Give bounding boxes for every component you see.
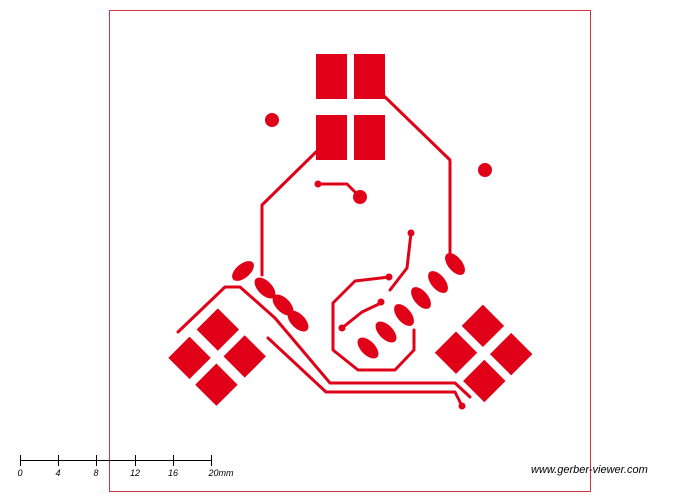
oval-pad xyxy=(411,287,431,309)
oval-pad xyxy=(272,294,294,316)
trace xyxy=(331,275,416,372)
oval-pad xyxy=(254,277,276,299)
smd-pads xyxy=(232,253,465,359)
oval-pad xyxy=(394,304,414,326)
copper-pad xyxy=(354,54,385,99)
trace xyxy=(260,150,318,277)
copper-pad xyxy=(196,308,240,351)
watermark-link[interactable]: www.gerber-viewer.com xyxy=(531,464,648,476)
round-pad xyxy=(478,163,492,177)
scale-label: 20mm xyxy=(208,468,234,478)
scale-label: 8 xyxy=(93,468,99,478)
copper-pad xyxy=(195,363,238,406)
traces xyxy=(176,93,472,408)
oval-pad xyxy=(375,321,397,343)
trace xyxy=(176,285,472,399)
board-outline xyxy=(109,10,591,492)
oval-pad xyxy=(232,261,254,281)
via xyxy=(458,402,466,410)
copper-layer xyxy=(168,54,533,410)
copper-pad xyxy=(316,54,347,99)
round-pad xyxy=(265,113,279,127)
vias xyxy=(314,180,466,410)
scale-label: 16 xyxy=(167,468,179,478)
copper-pad xyxy=(316,115,347,160)
via xyxy=(385,273,393,281)
copper-pad xyxy=(461,304,505,348)
via xyxy=(314,180,322,188)
copper-pad xyxy=(223,335,266,378)
trace xyxy=(388,231,413,292)
trace xyxy=(340,301,383,330)
copper-pad xyxy=(489,332,533,376)
trace xyxy=(381,93,452,260)
scale-label: 4 xyxy=(55,468,61,478)
oval-pad xyxy=(357,337,379,359)
oval-pad xyxy=(287,310,309,332)
via xyxy=(377,298,385,306)
via xyxy=(407,229,415,237)
oval-pad xyxy=(428,271,448,293)
scale-label: 12 xyxy=(129,468,141,478)
copper-pad xyxy=(354,115,385,160)
via xyxy=(338,324,346,332)
top-connector xyxy=(316,54,385,160)
left-connector xyxy=(168,308,266,406)
copper-pad xyxy=(168,336,211,380)
scale-label: 0 xyxy=(17,468,23,478)
trace xyxy=(316,182,362,199)
scale-bar xyxy=(20,455,212,466)
oval-pad xyxy=(445,253,465,275)
copper-pad xyxy=(434,331,478,374)
trace xyxy=(266,336,464,408)
right-connector xyxy=(434,304,533,403)
